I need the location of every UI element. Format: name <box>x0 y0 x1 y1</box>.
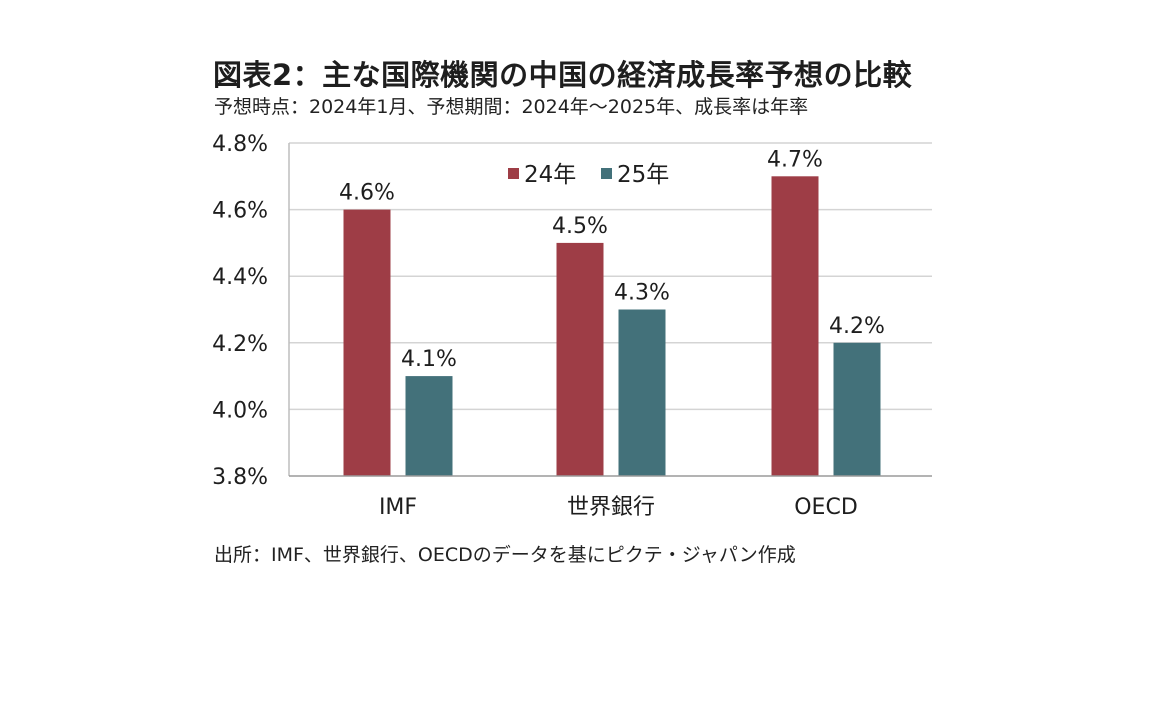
y-tick-label: 4.4% <box>212 265 268 290</box>
data-label: 4.7% <box>767 147 823 172</box>
legend-swatch-25 <box>601 168 612 179</box>
y-tick-label: 4.2% <box>212 332 268 357</box>
bar-25-1 <box>618 309 666 476</box>
data-label: 4.1% <box>401 347 457 372</box>
y-tick-label: 4.6% <box>212 199 268 224</box>
x-category-label: OECD <box>794 495 858 520</box>
source-note: 出所：IMF、世界銀行、OECDのデータを基にピクテ・ジャパン作成 <box>214 544 796 566</box>
legend: 24年 25年 <box>508 162 669 188</box>
axes: 3.8% 4.0% 4.2% 4.4% 4.6% 4.8% IMF 世界銀行 OECD <box>212 132 932 520</box>
chart-title: 図表2：主な国際機関の中国の経済成長率予想の比較 <box>213 58 913 92</box>
x-category-label: IMF <box>379 495 417 520</box>
bar-24-1 <box>556 242 604 476</box>
bars <box>343 176 881 477</box>
data-labels: 4.6% 4.5% 4.7% 4.1% 4.3% 4.2% <box>339 147 885 372</box>
x-category-label: 世界銀行 <box>567 495 655 520</box>
y-tick-label: 4.8% <box>212 132 268 157</box>
y-tick-label: 3.8% <box>212 465 268 490</box>
data-label: 4.6% <box>339 181 395 206</box>
bar-24-0 <box>343 209 391 476</box>
bar-25-0 <box>405 376 453 476</box>
data-label: 4.2% <box>829 314 885 339</box>
y-tick-label: 4.0% <box>212 398 268 423</box>
data-label: 4.5% <box>552 214 608 239</box>
legend-label: 25年 <box>617 162 669 188</box>
legend-swatch-24 <box>508 168 519 179</box>
legend-label: 24年 <box>524 162 576 188</box>
chart-subtitle: 予想時点：2024年1月、予想期間：2024年～2025年、成長率は年率 <box>214 96 809 118</box>
data-label: 4.3% <box>614 281 670 306</box>
bar-24-2 <box>771 176 819 477</box>
gridlines <box>289 142 932 411</box>
bar-25-2 <box>833 342 881 476</box>
